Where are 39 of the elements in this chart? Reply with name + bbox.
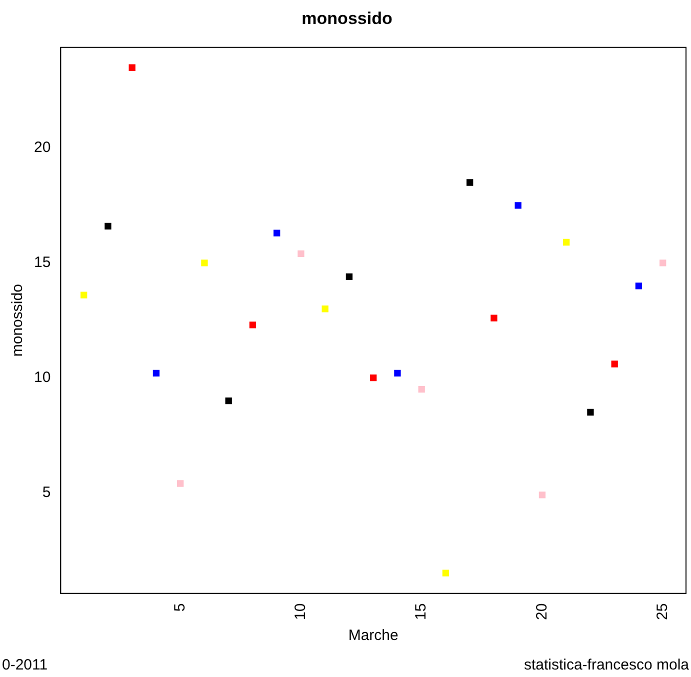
y-tick-label: 15 xyxy=(34,254,51,272)
x-tick-label: 10 xyxy=(292,603,310,620)
x-axis-title: Marche xyxy=(348,627,398,644)
x-tick-label: 15 xyxy=(412,603,430,620)
point xyxy=(80,292,88,298)
point xyxy=(418,386,425,393)
point xyxy=(346,273,353,280)
point xyxy=(587,408,594,416)
point xyxy=(442,570,450,576)
point xyxy=(563,238,570,246)
chart-title: monossido xyxy=(302,8,392,28)
text: 0-2011 xyxy=(2,656,48,674)
point xyxy=(298,250,304,258)
y-axis-title: monossido xyxy=(9,284,26,357)
x-tick-label: 5 xyxy=(171,603,188,612)
point xyxy=(201,260,208,266)
y-tick-label: 10 xyxy=(34,368,51,386)
point xyxy=(249,322,256,328)
point xyxy=(466,179,474,186)
point xyxy=(322,306,328,312)
point xyxy=(177,480,184,487)
point xyxy=(635,282,642,290)
point xyxy=(225,397,232,404)
point xyxy=(152,370,160,377)
y-tick-label: 20 xyxy=(34,139,51,156)
x-tick-label: 25 xyxy=(654,603,671,620)
y-tick-label: 5 xyxy=(42,484,51,501)
point xyxy=(394,370,401,377)
text: statistica-francesco mola xyxy=(524,656,690,674)
x-tick-label: 20 xyxy=(533,603,550,620)
point xyxy=(514,202,522,209)
point xyxy=(611,360,618,368)
point xyxy=(660,260,666,266)
point xyxy=(538,492,546,498)
point xyxy=(104,222,112,230)
point xyxy=(128,64,136,71)
point xyxy=(490,314,498,322)
point xyxy=(370,374,377,382)
point xyxy=(274,230,280,236)
